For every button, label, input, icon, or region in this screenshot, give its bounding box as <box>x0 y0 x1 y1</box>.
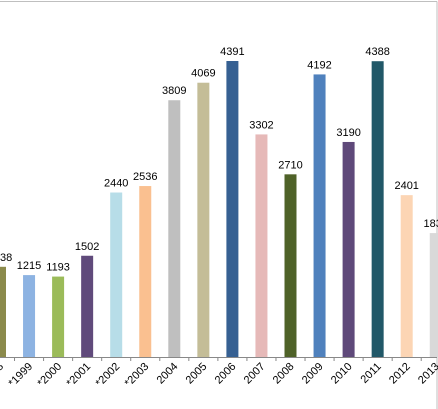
x-tick-label: 2012 <box>387 361 413 387</box>
x-tick-label: *2002 <box>93 361 122 390</box>
bar <box>255 134 268 357</box>
bar <box>23 275 36 357</box>
x-tick-label: *1998 <box>0 361 6 390</box>
bar <box>110 192 123 357</box>
x-tick-label: 2009 <box>300 361 326 387</box>
x-tick-label: 2005 <box>184 361 210 387</box>
value-label: 3190 <box>336 127 360 139</box>
value-label: 3809 <box>162 85 186 97</box>
value-label: 2536 <box>133 171 157 183</box>
value-label: 2401 <box>394 180 418 192</box>
bar <box>342 141 355 357</box>
bar <box>226 61 239 357</box>
value-label: 1338 <box>0 252 12 264</box>
bar <box>0 266 6 357</box>
value-label: 1838 <box>424 218 438 230</box>
x-tick-label: *2000 <box>35 361 64 390</box>
bar <box>313 74 326 358</box>
value-label: 1193 <box>46 262 70 274</box>
bar <box>52 276 65 357</box>
x-tick-label: *2003 <box>123 361 152 390</box>
x-tick-label: 2010 <box>329 361 355 387</box>
value-label: 4192 <box>307 59 331 71</box>
value-label: 3302 <box>249 119 273 131</box>
value-label: 2710 <box>278 159 302 171</box>
x-tick-label: *1999 <box>6 361 35 390</box>
x-tick-label: 2006 <box>213 361 239 387</box>
x-tick-label: 2011 <box>359 361 384 386</box>
value-label: 1215 <box>17 260 41 272</box>
x-tick-label: 2013 <box>416 361 438 387</box>
x-tick-label: 2004 <box>155 361 181 387</box>
bar <box>139 186 152 357</box>
value-label: 4069 <box>191 68 215 80</box>
bar <box>284 174 297 357</box>
bar <box>371 61 384 357</box>
x-tick-label: 2008 <box>271 361 297 387</box>
bar <box>197 82 210 358</box>
value-label: 1502 <box>75 241 99 253</box>
value-label: 4388 <box>365 46 389 58</box>
bar <box>429 233 438 357</box>
bar <box>168 100 181 357</box>
x-tick-label: 2007 <box>242 361 268 387</box>
bar <box>400 195 413 357</box>
bar <box>81 255 94 357</box>
value-label: 2440 <box>104 178 128 190</box>
value-label: 4391 <box>220 46 244 58</box>
x-tick-label: *2001 <box>64 361 93 390</box>
